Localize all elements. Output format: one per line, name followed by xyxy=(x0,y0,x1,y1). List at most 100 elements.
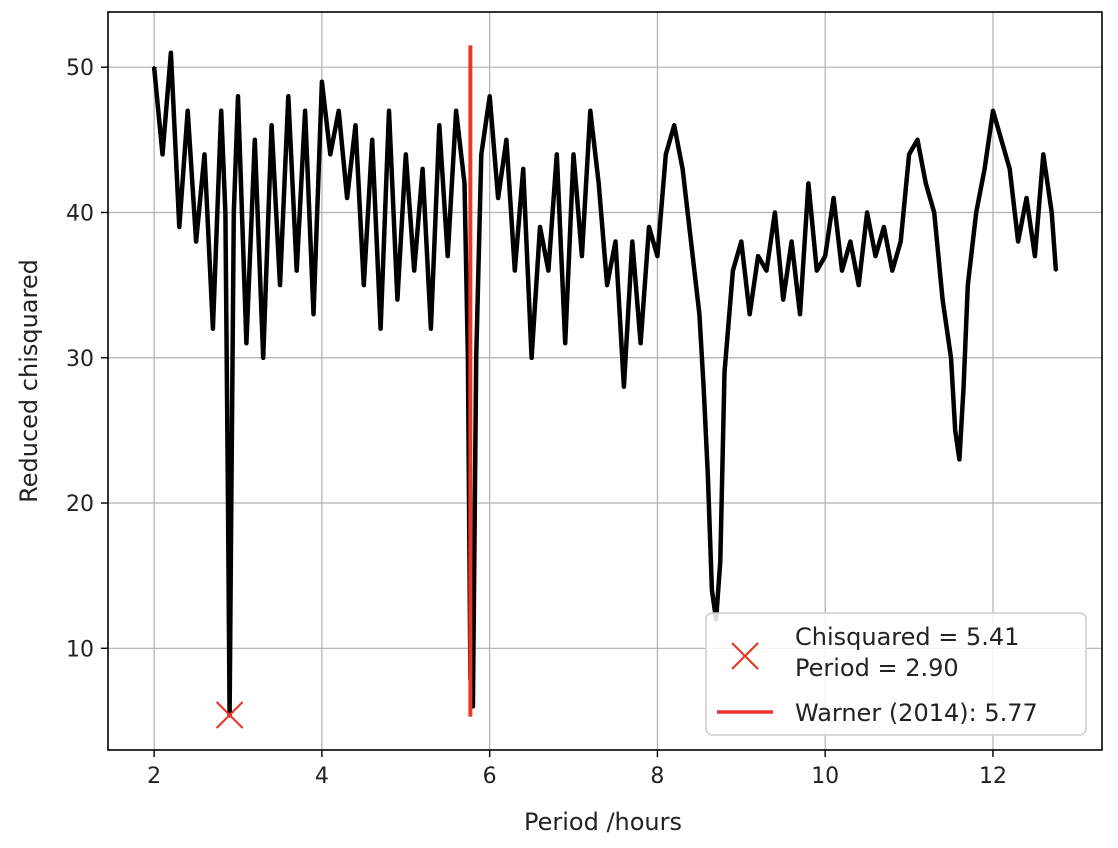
chisquared-data-point xyxy=(798,312,802,316)
chisquared-data-point xyxy=(253,138,256,142)
x-axis-label: Period /hours xyxy=(524,808,682,836)
chisquared-data-point xyxy=(1033,254,1037,258)
chisquared-data-point xyxy=(681,167,684,171)
chisquared-data-point xyxy=(664,153,668,156)
chisquared-data-point xyxy=(941,298,944,301)
chisquared-data-point xyxy=(723,371,726,374)
chisquared-data-point xyxy=(673,124,676,127)
chisquared-data-point xyxy=(270,124,273,127)
chisquared-data-point xyxy=(463,182,466,185)
chisquared-data-point xyxy=(224,211,227,214)
chisquared-data-point xyxy=(412,269,416,272)
legend-entry-reference: Warner (2014): 5.77 xyxy=(795,699,1038,727)
chisquared-data-point xyxy=(454,109,458,112)
chisquared-data-point xyxy=(261,356,265,359)
chisquared-data-point xyxy=(731,269,735,272)
chisquared-data-point xyxy=(605,283,609,287)
x-tick-label: 4 xyxy=(315,764,329,789)
chisquared-data-point xyxy=(488,95,491,98)
chisquared-data-point xyxy=(962,385,965,389)
chisquared-data-point xyxy=(295,269,298,272)
chisquared-data-point xyxy=(589,109,592,112)
chisquared-data-point xyxy=(807,182,810,185)
chisquared-data-point xyxy=(396,298,399,301)
legend-entry-best-line-2: Period = 2.90 xyxy=(795,654,959,682)
chisquared-data-point xyxy=(631,240,634,243)
chisquared-data-point xyxy=(639,342,642,345)
chisquared-data-point xyxy=(287,95,290,98)
chisquared-data-point xyxy=(840,269,844,272)
chisquared-data-point xyxy=(194,240,198,243)
chisquared-data-point xyxy=(245,342,248,345)
x-tick-label: 8 xyxy=(650,764,664,789)
chisquared-data-point xyxy=(702,385,705,389)
chisquared-data-point xyxy=(329,153,332,156)
chisquared-data-point xyxy=(857,283,860,287)
chisquared-data-point xyxy=(312,312,315,316)
chisquared-data-point xyxy=(236,95,240,98)
chisquared-data-point xyxy=(480,153,483,156)
chisquared-data-point xyxy=(345,196,349,200)
chisquared-data-point xyxy=(563,342,567,345)
chisquared-data-point xyxy=(974,211,978,214)
chisquared-data-point xyxy=(647,225,651,229)
chisquared-data-point xyxy=(226,501,230,505)
legend-entry-best-line-1: Chisquared = 5.41 xyxy=(795,623,1019,651)
x-tick-label: 6 xyxy=(483,764,497,789)
chisquared-data-point xyxy=(765,269,768,272)
chisquared-data-point xyxy=(303,109,307,112)
chisquared-data-point xyxy=(958,458,961,461)
chisquared-data-point xyxy=(429,327,433,330)
chisquared-data-point xyxy=(689,240,693,243)
chisquared-data-point xyxy=(874,254,877,258)
x-tick-label: 10 xyxy=(811,764,839,789)
chisquared-data-point xyxy=(782,298,785,301)
chisquared-data-point xyxy=(152,66,156,69)
chisquared-data-point xyxy=(1025,196,1028,200)
legend: Chisquared = 5.41 Period = 2.90 Warner (… xyxy=(705,612,1087,736)
chisquared-data-point xyxy=(203,153,206,156)
y-tick-label: 10 xyxy=(66,637,94,662)
chisquared-data-point xyxy=(186,109,189,112)
chisquared-data-point xyxy=(748,312,751,316)
chisquared-data-point xyxy=(379,327,382,330)
chisquared-data-point xyxy=(954,429,957,432)
chisquared-data-point xyxy=(1016,240,1020,243)
chisquared-data-point xyxy=(773,211,777,214)
chisquared-data-point xyxy=(614,240,617,243)
y-axis-label: Reduced chisquared xyxy=(15,259,43,503)
chisquared-data-point xyxy=(496,196,500,200)
chisquared-data-point xyxy=(211,327,215,330)
chisquared-data-point xyxy=(475,356,478,359)
chisquared-data-point xyxy=(446,254,449,258)
chisquared-data-point xyxy=(220,109,223,112)
chisquared-data-point xyxy=(849,240,852,243)
chisquared-data-point xyxy=(949,356,953,359)
chisquared-data-point xyxy=(907,153,911,156)
chisquared-data-point xyxy=(362,283,366,287)
chisquared-data-point xyxy=(882,225,886,229)
chisquared-data-point xyxy=(891,269,894,272)
chisquared-data-point xyxy=(933,211,936,214)
chisquared-data-point xyxy=(597,182,600,185)
chisquared-data-point xyxy=(1054,269,1058,272)
legend-x-marker-icon xyxy=(731,642,759,670)
chisquared-data-point xyxy=(740,240,743,243)
y-tick-label: 30 xyxy=(66,347,94,372)
chisquared-data-point xyxy=(899,240,902,243)
chisquared-data-point xyxy=(513,269,517,272)
chisquared-data-point xyxy=(230,501,233,505)
chisquared-data-point xyxy=(823,254,827,258)
chisquared-data-point xyxy=(161,153,164,156)
chisquared-data-point xyxy=(547,269,550,272)
x-tick-label: 12 xyxy=(979,764,1007,789)
chisquared-data-point xyxy=(698,312,701,316)
chisquared-data-point xyxy=(832,196,835,200)
y-tick-label: 20 xyxy=(66,492,94,517)
chisquared-data-point xyxy=(790,240,793,243)
axis-ticks: 2 4 6 8 10 12 10 20 30 40 50 xyxy=(66,56,1007,789)
chisquared-data-point xyxy=(505,138,508,142)
chisquared-data-point xyxy=(991,109,995,112)
chisquared-data-point xyxy=(320,80,324,83)
chisquared-data-point xyxy=(538,225,542,229)
